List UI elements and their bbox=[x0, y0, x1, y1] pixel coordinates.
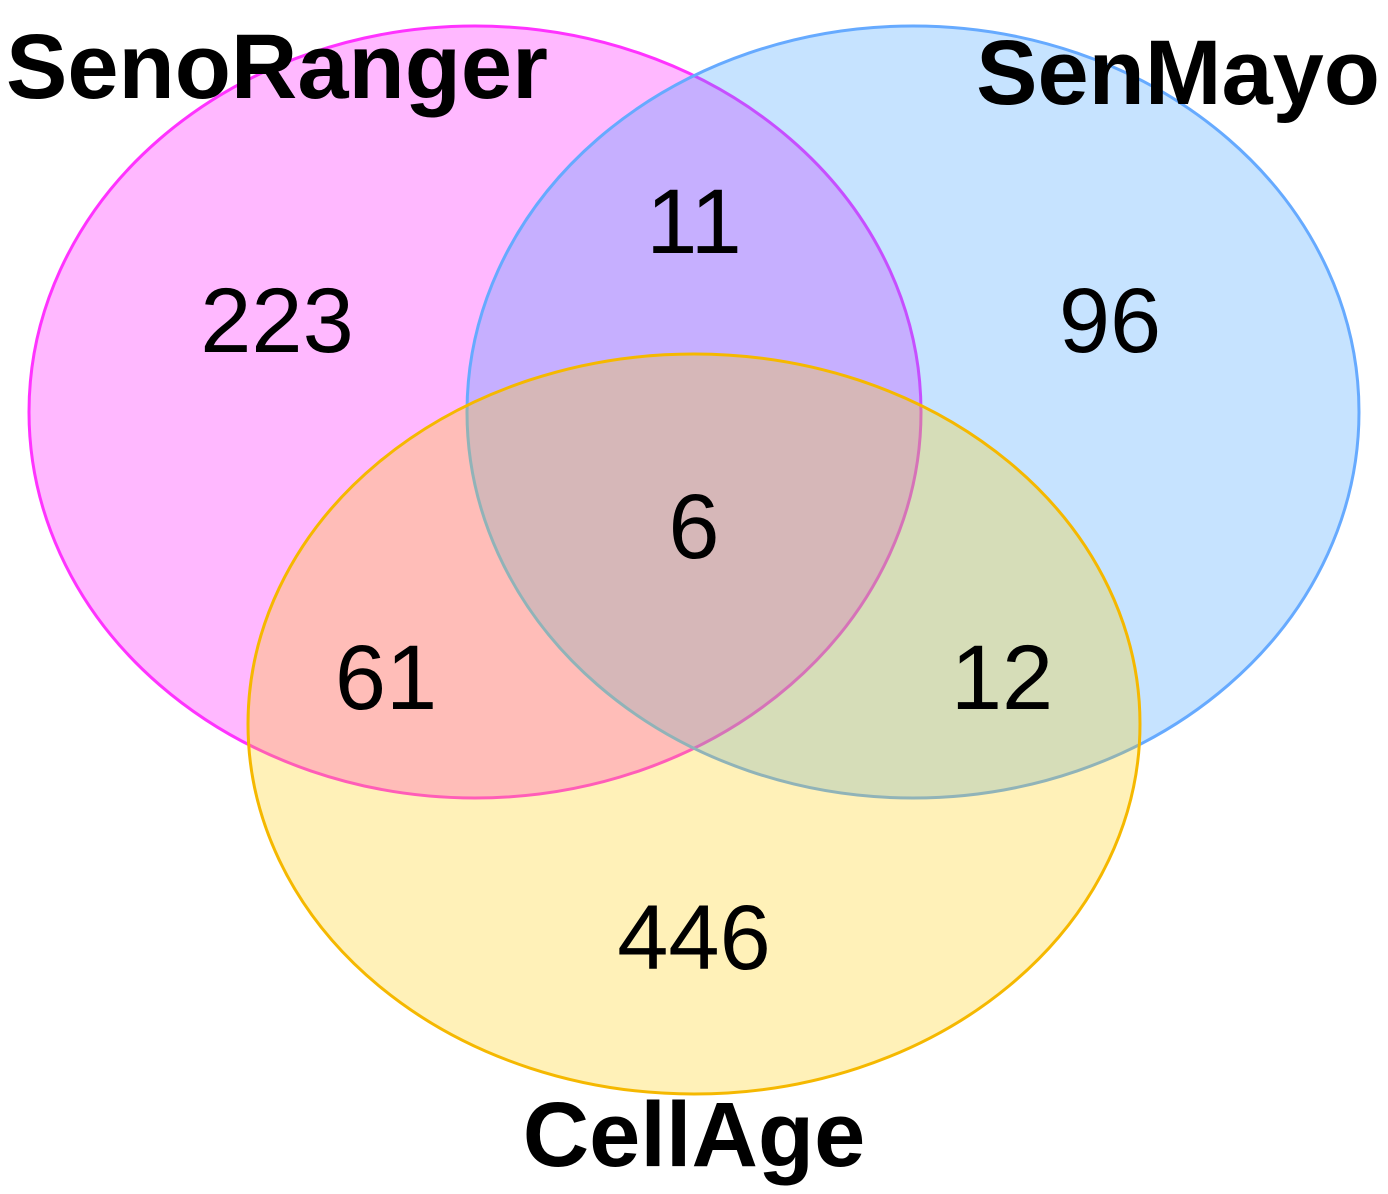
senmayo-label: SenMayo bbox=[976, 22, 1380, 124]
count-senoranger-cellage: 61 bbox=[335, 627, 437, 729]
count-senoranger-only: 223 bbox=[200, 270, 354, 372]
senoranger-circle bbox=[27, 24, 923, 800]
count-senoranger-senmayo: 11 bbox=[646, 171, 742, 273]
count-all-three: 6 bbox=[668, 476, 719, 578]
senmayo-circle bbox=[465, 24, 1361, 800]
senoranger-label: SenoRanger bbox=[6, 16, 548, 118]
count-senmayo-cellage: 12 bbox=[951, 627, 1053, 729]
count-senmayo-only: 96 bbox=[1059, 270, 1161, 372]
cellage-label: CellAge bbox=[523, 1084, 866, 1186]
count-cellage-only: 446 bbox=[617, 887, 771, 989]
cellage-circle bbox=[246, 352, 1142, 1096]
